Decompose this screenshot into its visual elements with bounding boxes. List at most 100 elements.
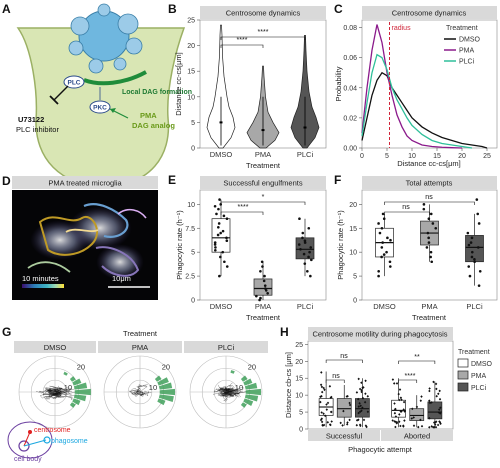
f-plci-point-8 (470, 250, 474, 254)
microglia-cells (27, 203, 147, 280)
panel-f-sig-2: ns (425, 194, 433, 201)
e-plci-point-3 (301, 236, 304, 240)
f-plci-point-1 (476, 212, 480, 216)
f-pma-point-12 (430, 260, 434, 264)
c-ytick-label-4: 0.08 (343, 25, 357, 32)
g-plci-track-38 (223, 390, 237, 394)
h-aborted-pma-point-2 (411, 407, 414, 411)
h-successful-plci-point-5 (364, 392, 367, 395)
e-dmso-point-21 (225, 265, 229, 268)
g-pma-bar-4 (157, 398, 166, 406)
h-successful-pma-point-3 (345, 395, 348, 398)
c-ytick-label-2: 0.04 (343, 85, 357, 92)
e-dmso-point-11 (216, 233, 220, 237)
f-plci-point-2 (477, 222, 481, 225)
h-successful-plci-point-17 (360, 409, 363, 413)
h-successful-pma-point-0 (339, 421, 342, 425)
dag-arc (83, 70, 147, 86)
e-dmso-point-18 (221, 250, 225, 254)
g-pma-ring-label-10: 10 (149, 383, 157, 392)
e-plci-box (295, 237, 315, 260)
h-aborted-dmso-point-4 (394, 415, 398, 418)
c-series-plci (361, 53, 473, 149)
panel-h-strip-text: Centrosome motility during phagocytosis (312, 330, 447, 339)
g-dmso-track-52 (35, 389, 57, 394)
h-bracket-3 (398, 379, 418, 383)
c-series-pma (361, 24, 463, 149)
h-aborted-pma-box (409, 408, 425, 421)
c-xtick-label-3: 15 (433, 153, 441, 160)
g-dmso-track-59 (48, 388, 56, 393)
legend-h-dmso-label: DMSO (471, 361, 493, 368)
h-aborted-dmso-point-21 (402, 408, 405, 411)
h-aborted-plci-point-7 (438, 389, 441, 393)
e-pma-xtick-label: PMA (255, 302, 271, 311)
panel-h: H Centrosome motility during phagocytosi… (280, 325, 493, 454)
panel-g-strip-plci-text: PLCi (218, 343, 235, 352)
h-bracket-2 (325, 379, 345, 383)
h-aborted-dmso-point-26 (393, 408, 397, 411)
f-pma-point-7 (427, 236, 430, 240)
h-aborted-plci-point-14 (435, 394, 438, 398)
centrosome-cluster (68, 3, 143, 74)
g-plci-bar-3 (243, 378, 253, 386)
panel-e: E Successful engulfments 0 2.5 5 7.5 10 DMSO P… (168, 173, 327, 322)
g-plci-track-56 (223, 390, 251, 394)
h-aborted-plci-point-28 (434, 382, 438, 386)
legend-phagosome-vector (23, 439, 47, 447)
e-plci-point-11 (307, 255, 310, 259)
panel-h-sig-1: ns (340, 353, 348, 360)
panel-e-xlabel: Treatment (246, 313, 281, 322)
panel-a: A PLC PKC Local DAG formation PMA DAG an… (2, 2, 192, 187)
g-dmso-track-35 (56, 394, 73, 400)
time-colorbar (22, 284, 64, 288)
g-dmso-track-38 (54, 393, 78, 398)
h-successful-plci-point-21 (357, 377, 360, 381)
h-successful-plci-point-11 (361, 396, 365, 400)
e-pma-point-1 (261, 265, 264, 268)
g-dmso-track-58 (55, 392, 62, 396)
panel-e-chart: 0 2.5 5 7.5 10 DMSO PMA PLCi (185, 198, 315, 311)
f-pma-point-11 (429, 255, 432, 259)
legend-centrosome-vector (23, 431, 31, 447)
e-dmso-point-16 (214, 246, 217, 249)
g-dmso-ring-label-10: 10 (64, 383, 72, 392)
panel-f: F Total attempts 0 5 10 15 20 DMSO PMA PLCi Pha… (334, 173, 498, 322)
h-aborted-pma-point-1 (412, 424, 416, 427)
panel-c-legend: Treatment DMSO PMA PLCi (440, 22, 496, 70)
h-aborted-plci-point-25 (438, 408, 441, 411)
f-dmso-point-11 (380, 255, 383, 259)
panel-b-sig-1: **** (237, 37, 248, 44)
b-violin-plci (290, 35, 320, 149)
c-ytick-label-0: 0.00 (343, 146, 357, 153)
panel-e-sig-1: **** (238, 204, 249, 211)
h-successful-dmso-point-25 (320, 371, 323, 374)
f-dmso-point-0 (381, 212, 385, 216)
legend-plci-label: PLCi (459, 59, 475, 66)
f-plci-point-3 (466, 231, 470, 235)
panel-g: G Treatment DMSO PMA PLCi 20 10 20 10 20 10 c… (2, 325, 268, 463)
f-pma-point-4 (431, 222, 435, 225)
h-aborted-plci-point-27 (433, 426, 436, 429)
h-aborted-plci-point-13 (434, 425, 438, 429)
g-plci-track-57 (221, 389, 229, 392)
h-aborted-plci-point-1 (435, 387, 438, 391)
panel-d: D PMA treated microglia (2, 174, 158, 300)
c-ytick-label-1: 0.02 (343, 115, 357, 122)
h-successful-plci-point-13 (360, 381, 363, 384)
panel-h-group-strip-1 (308, 430, 380, 441)
f-dmso-point-1 (382, 217, 386, 220)
f-pma-point-3 (427, 217, 431, 220)
f-dmso-point-2 (377, 222, 380, 225)
panel-e-ylabel: Phagocytic rate (h⁻¹) (175, 210, 184, 280)
h-aborted-dmso-point-5 (393, 402, 396, 405)
f-dmso-point-8 (380, 246, 384, 249)
f-dmso-xtick-label: DMSO (373, 302, 396, 311)
h-aborted-dmso-point-25 (399, 410, 402, 413)
h-aborted-plci-point-11 (439, 412, 442, 415)
panel-d-label: D (2, 174, 11, 188)
panel-g-label: G (2, 325, 11, 339)
e-dmso-point-3 (217, 207, 220, 211)
h-aborted-plci-point-2 (436, 423, 440, 427)
